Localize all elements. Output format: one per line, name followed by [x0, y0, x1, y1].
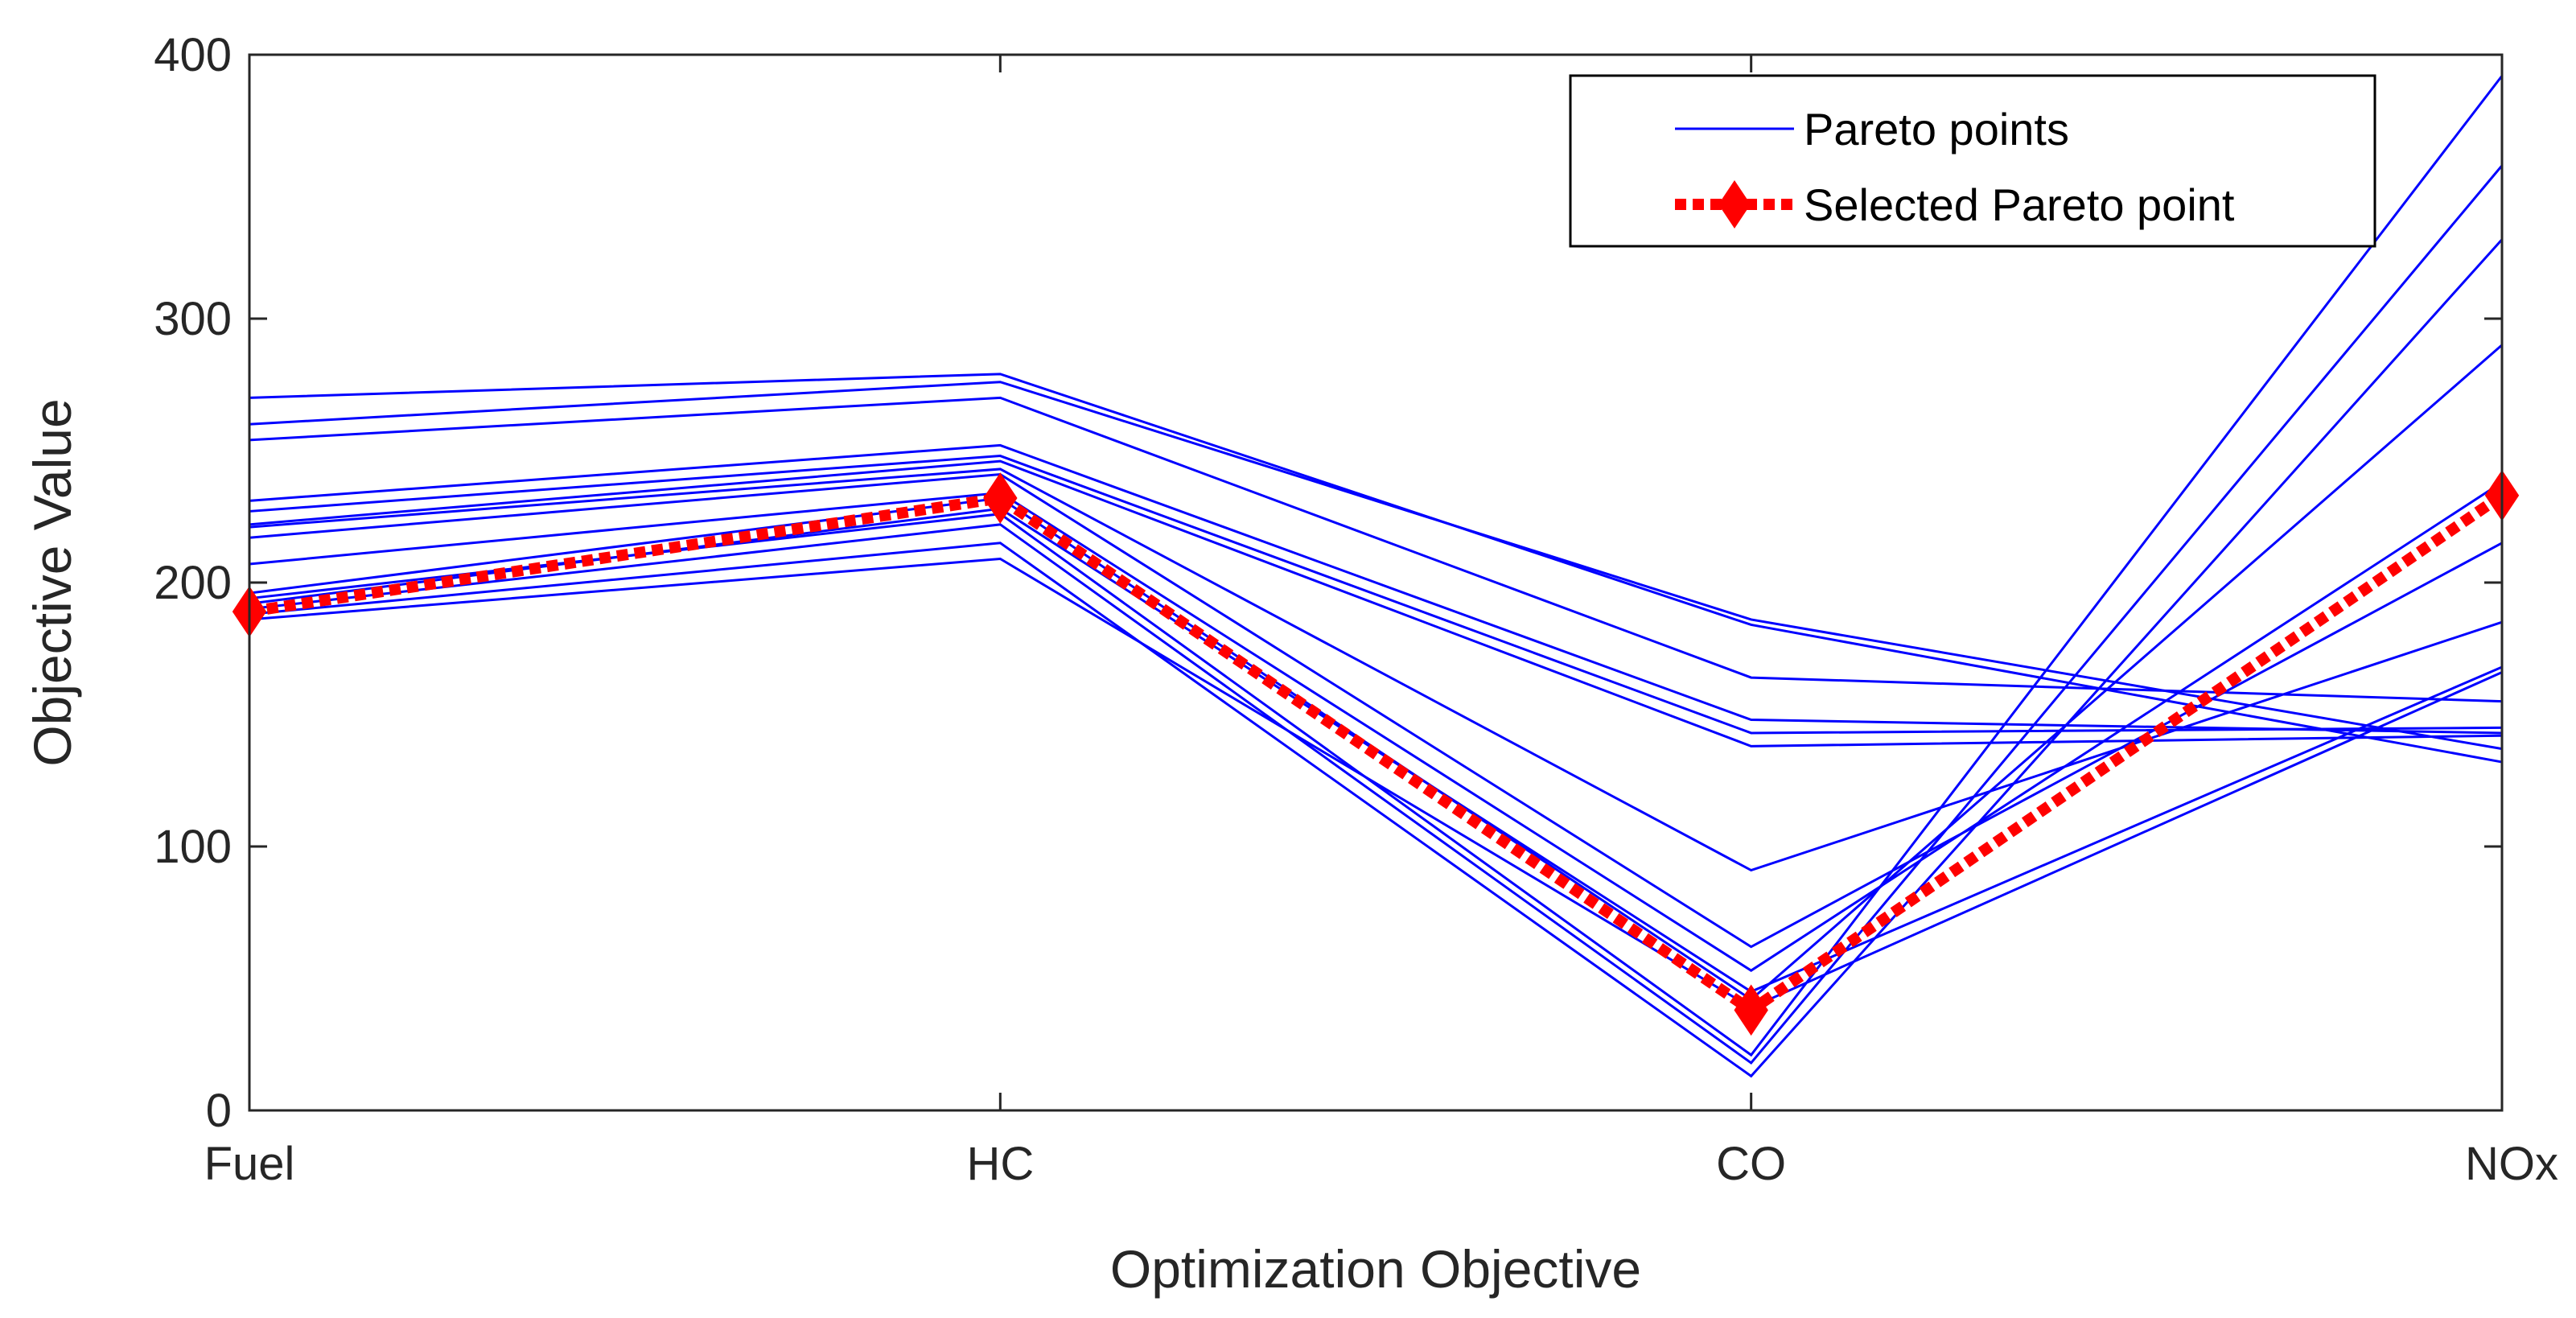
x-axis-title: Optimization Objective: [1110, 1239, 1641, 1299]
legend-label-pareto: Pareto points: [1804, 104, 2069, 154]
y-tick-label: 200: [154, 557, 232, 609]
pareto-line-5: [249, 459, 2503, 748]
pareto-line-7: [249, 472, 2503, 949]
selected-series: [232, 469, 2520, 1036]
pareto-line-4: [249, 455, 2503, 735]
x-tick-label-hc: HC: [966, 1138, 1034, 1190]
legend: Pareto points Selected Pareto point: [1569, 74, 2376, 248]
legend-label-selected: Selected Pareto point: [1804, 179, 2235, 230]
pareto-line-11: [249, 164, 2504, 1065]
pareto-line-8: [249, 481, 2503, 972]
pareto-line-0: [249, 373, 2503, 764]
x-axis: Fuel HC CO NOx: [204, 55, 2558, 1190]
x-tick-label-co: CO: [1716, 1138, 1786, 1190]
x-tick-label-nox: NOx: [2465, 1138, 2558, 1190]
pareto-line-2: [249, 396, 2503, 703]
y-tick-label: 100: [154, 821, 232, 873]
legend-box: [1569, 74, 2376, 248]
pareto-line-12: [249, 238, 2504, 1078]
y-tick-label: 300: [154, 293, 232, 345]
y-axis-title: Objective Value: [23, 398, 82, 766]
pareto-line-9: [249, 344, 2503, 1002]
y-tick-label: 0: [206, 1085, 232, 1137]
pareto-line-1: [249, 381, 2503, 751]
legend-marker-selected: [1718, 180, 1751, 229]
selected-line: [248, 490, 2505, 1017]
y-axis: 0 100 200 300 400: [154, 29, 2502, 1137]
selected-marker-hc: [983, 472, 1018, 524]
pareto-line-13: [249, 557, 2503, 1009]
y-tick-label: 400: [154, 29, 232, 81]
selected-marker-co: [1734, 984, 1768, 1036]
x-tick-label-fuel: Fuel: [204, 1138, 295, 1190]
